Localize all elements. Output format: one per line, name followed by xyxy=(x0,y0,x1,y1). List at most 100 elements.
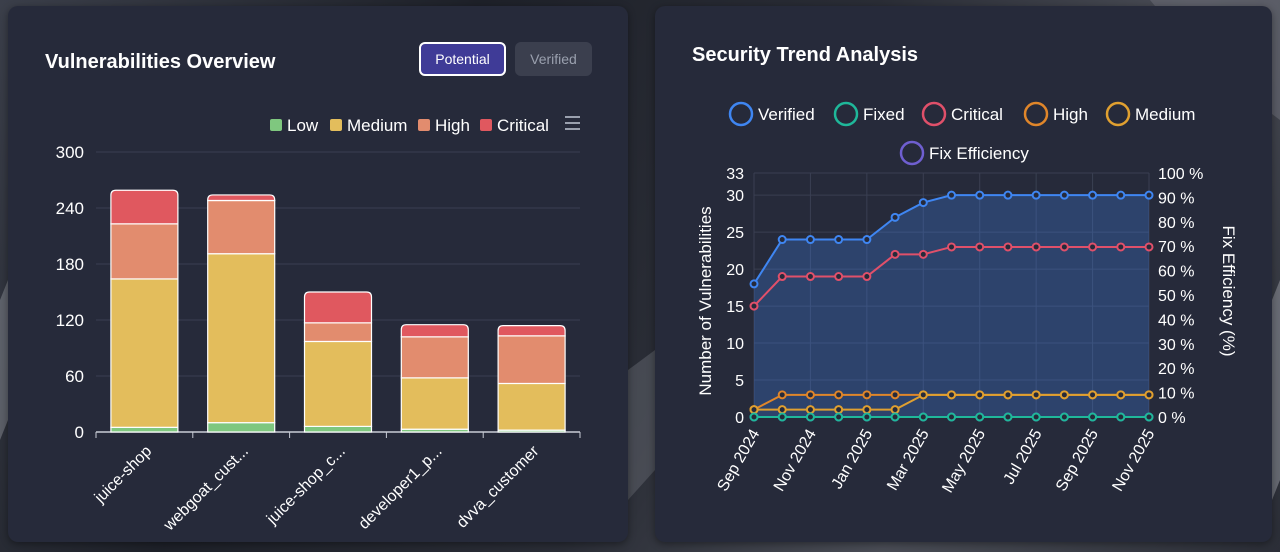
data-point[interactable] xyxy=(1116,190,1126,200)
data-point[interactable] xyxy=(1003,412,1013,422)
data-point[interactable] xyxy=(834,412,844,422)
data-point[interactable] xyxy=(1116,412,1126,422)
data-point[interactable] xyxy=(975,412,985,422)
data-point[interactable] xyxy=(805,405,815,415)
data-point[interactable] xyxy=(1003,190,1013,200)
data-point[interactable] xyxy=(975,242,985,252)
bar-segment-medium xyxy=(303,340,373,428)
legend-label-high[interactable]: High xyxy=(435,116,470,135)
data-point[interactable] xyxy=(890,405,900,415)
data-point[interactable] xyxy=(777,235,787,245)
y2-tick-label: 30 % xyxy=(1158,337,1194,354)
bar-stack xyxy=(110,189,179,433)
x-tick-label: juice-shop_c... xyxy=(263,443,349,529)
data-point[interactable] xyxy=(834,390,844,400)
data-point[interactable] xyxy=(1088,412,1098,422)
y2-tick-label: 70 % xyxy=(1158,239,1194,256)
data-point[interactable] xyxy=(805,412,815,422)
data-point[interactable] xyxy=(1144,390,1154,400)
data-point[interactable] xyxy=(777,412,787,422)
y2-tick-label: 60 % xyxy=(1158,264,1194,281)
verified-toggle-button[interactable]: Verified xyxy=(515,42,592,76)
data-point[interactable] xyxy=(918,412,928,422)
data-point[interactable] xyxy=(805,272,815,282)
data-point[interactable] xyxy=(1031,412,1041,422)
data-point[interactable] xyxy=(862,390,872,400)
data-point[interactable] xyxy=(1059,242,1069,252)
data-point[interactable] xyxy=(805,390,815,400)
data-point[interactable] xyxy=(1144,412,1154,422)
data-point[interactable] xyxy=(1031,390,1041,400)
x-tick-label: Mar 2025 xyxy=(884,426,933,493)
x-tick-label: May 2025 xyxy=(939,426,989,495)
data-point[interactable] xyxy=(1144,242,1154,252)
data-point[interactable] xyxy=(890,390,900,400)
data-point[interactable] xyxy=(890,412,900,422)
data-point[interactable] xyxy=(1059,190,1069,200)
data-point[interactable] xyxy=(1088,190,1098,200)
bar-segment-low xyxy=(110,426,179,433)
data-point[interactable] xyxy=(749,405,759,415)
legend-label-verified[interactable]: Verified xyxy=(758,105,815,124)
data-point[interactable] xyxy=(1059,390,1069,400)
data-point[interactable] xyxy=(834,235,844,245)
data-point[interactable] xyxy=(1116,390,1126,400)
legend-label-critical[interactable]: Critical xyxy=(497,116,549,135)
bar-segment-medium xyxy=(207,253,276,424)
panel-title: Vulnerabilities Overview xyxy=(45,51,276,73)
data-point[interactable] xyxy=(862,272,872,282)
potential-toggle-button[interactable]: Potential xyxy=(419,42,506,76)
data-point[interactable] xyxy=(1031,190,1041,200)
data-point[interactable] xyxy=(1116,242,1126,252)
data-point[interactable] xyxy=(777,390,787,400)
y-tick-label: 60 xyxy=(65,367,84,386)
data-point[interactable] xyxy=(947,412,956,422)
data-point[interactable] xyxy=(918,249,928,259)
legend-label-low[interactable]: Low xyxy=(287,116,319,135)
legend-label-medium[interactable]: Medium xyxy=(347,116,407,135)
y-tick-label: 240 xyxy=(56,199,84,218)
data-point[interactable] xyxy=(862,235,872,245)
data-point[interactable] xyxy=(1088,390,1098,400)
menu-bar xyxy=(565,122,580,124)
legend-swatch-medium xyxy=(330,119,342,131)
data-point[interactable] xyxy=(947,390,956,400)
legend-swatch-high xyxy=(418,119,430,131)
data-point[interactable] xyxy=(918,390,928,400)
hamburger-menu-icon[interactable] xyxy=(565,116,580,130)
bar-segment-critical xyxy=(497,325,566,337)
data-point[interactable] xyxy=(1031,242,1041,252)
data-point[interactable] xyxy=(834,405,844,415)
data-point[interactable] xyxy=(1059,412,1069,422)
legend-label-medium[interactable]: Medium xyxy=(1135,105,1195,124)
x-tick-label: dvva_customer xyxy=(454,442,543,531)
data-point[interactable] xyxy=(834,272,844,282)
data-point[interactable] xyxy=(1144,190,1154,200)
data-point[interactable] xyxy=(918,198,928,208)
data-point[interactable] xyxy=(890,249,900,259)
y-tick-label: 0 xyxy=(735,410,744,427)
data-point[interactable] xyxy=(862,405,872,415)
bar-segment-critical xyxy=(400,324,469,338)
data-point[interactable] xyxy=(1003,390,1013,400)
data-point[interactable] xyxy=(1088,242,1098,252)
data-point[interactable] xyxy=(805,235,815,245)
data-point[interactable] xyxy=(749,412,759,422)
legend-label-fixed[interactable]: Fixed xyxy=(863,105,905,124)
legend-label-critical[interactable]: Critical xyxy=(951,105,1003,124)
data-point[interactable] xyxy=(947,242,956,252)
data-point[interactable] xyxy=(777,405,787,415)
data-point[interactable] xyxy=(749,279,759,289)
data-point[interactable] xyxy=(947,190,956,200)
data-point[interactable] xyxy=(975,390,985,400)
legend-label-high[interactable]: High xyxy=(1053,105,1088,124)
data-point[interactable] xyxy=(862,412,872,422)
y-tick-label: 25 xyxy=(726,225,744,242)
data-point[interactable] xyxy=(890,212,900,222)
x-tick-label: Sep 2025 xyxy=(1053,426,1102,494)
legend-label-fix-efficiency[interactable]: Fix Efficiency xyxy=(929,144,1029,163)
data-point[interactable] xyxy=(1003,242,1013,252)
data-point[interactable] xyxy=(975,190,985,200)
data-point[interactable] xyxy=(777,272,787,282)
data-point[interactable] xyxy=(749,301,759,311)
